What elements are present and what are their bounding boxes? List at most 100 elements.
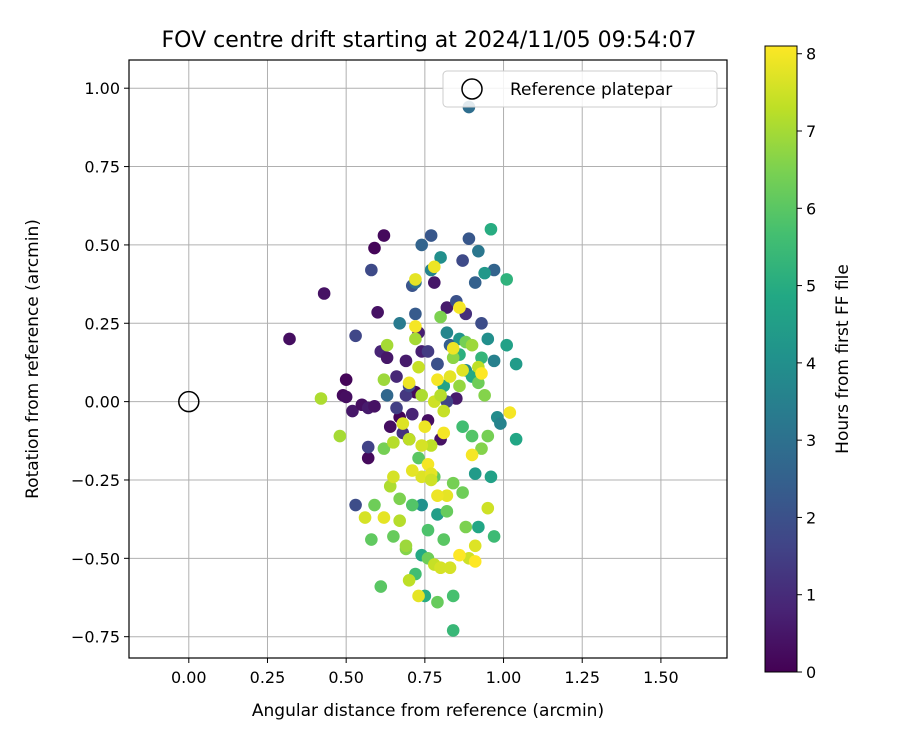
data-point (484, 222, 498, 236)
data-point (377, 442, 391, 455)
data-point (412, 451, 425, 465)
grid-lines (129, 60, 727, 658)
data-point (409, 307, 422, 321)
data-point (361, 440, 375, 454)
data-point (358, 511, 372, 524)
data-point (387, 470, 400, 484)
data-point (339, 373, 353, 386)
data-point (478, 389, 491, 402)
data-point (346, 404, 359, 418)
data-point (390, 370, 403, 383)
data-point (465, 448, 479, 462)
data-point (371, 306, 384, 319)
data-point (283, 332, 296, 346)
data-point (453, 548, 466, 562)
data-point (393, 492, 406, 506)
data-point (333, 429, 347, 443)
x-axis-label: Angular distance from reference (arcmin) (252, 701, 604, 721)
data-point (440, 489, 454, 502)
colorbar-tick-label: 5 (806, 277, 816, 296)
data-point (446, 351, 460, 365)
chart-title: FOV centre drift starting at 2024/11/05 … (162, 28, 697, 53)
plot-frame (128, 59, 728, 659)
data-point (402, 573, 416, 587)
data-point (415, 498, 429, 512)
data-point (500, 273, 513, 286)
data-point (427, 276, 441, 289)
data-point (390, 401, 403, 415)
data-point (424, 229, 438, 242)
data-point (377, 229, 391, 242)
data-point (349, 498, 362, 512)
data-point (446, 342, 460, 355)
colorbar-tick-label: 0 (806, 663, 816, 682)
colorbar-tick-label: 8 (806, 45, 816, 64)
data-point (431, 357, 444, 371)
data-point (421, 345, 435, 358)
legend-label: Reference platepar (510, 80, 672, 100)
colorbar-ticks: 0 1 2 3 4 5 6 7 8 (797, 45, 816, 682)
data-point (509, 357, 523, 371)
y-tick-label: −0.25 (71, 471, 120, 490)
data-point (456, 363, 469, 377)
y-tick-label: −0.75 (71, 628, 120, 647)
data-point (434, 389, 447, 402)
colorbar: 0 1 2 3 4 5 6 7 8 Hours from first FF file (764, 45, 853, 682)
colorbar-tick-label: 3 (806, 431, 816, 450)
data-point (440, 301, 454, 314)
data-point (377, 511, 391, 524)
data-point (456, 254, 469, 267)
data-point (374, 580, 388, 593)
data-point (415, 238, 429, 252)
data-point (475, 442, 488, 455)
data-point (462, 232, 476, 245)
data-point (443, 370, 457, 383)
data-point (437, 426, 451, 440)
y-axis-label: Rotation from reference (arcmin) (23, 219, 43, 499)
data-point (481, 501, 495, 515)
data-point (339, 390, 353, 404)
data-point (405, 407, 419, 421)
reference-marker (178, 390, 200, 413)
data-point (380, 338, 394, 352)
y-tick-label: 0.75 (84, 158, 120, 177)
legend: Reference platepar (442, 70, 718, 108)
data-point (317, 287, 331, 300)
data-point (431, 489, 444, 502)
data-point (484, 470, 498, 484)
data-point (409, 320, 422, 333)
colorbar-tick-label: 7 (806, 122, 816, 141)
y-tick-label: 0.25 (84, 314, 120, 333)
data-point (475, 316, 488, 330)
data-point (396, 417, 410, 430)
data-point (453, 301, 466, 314)
data-point (380, 389, 394, 402)
data-point (431, 595, 444, 609)
y-tick-label: 0.00 (84, 393, 120, 412)
data-point (440, 505, 454, 518)
x-tick-label: 0.25 (250, 668, 286, 687)
data-point (431, 373, 444, 386)
data-point (468, 555, 482, 568)
data-point (434, 561, 447, 575)
data-points (283, 100, 523, 637)
legend-marker-icon (461, 78, 483, 100)
data-point (409, 332, 422, 346)
y-axis-ticks: −0.75 −0.50 −0.25 0.00 0.25 0.50 0.75 1.00 (71, 79, 129, 647)
x-tick-label: 1.50 (643, 668, 679, 687)
x-tick-label: 0.00 (171, 668, 207, 687)
data-point (412, 589, 425, 603)
data-point (421, 523, 435, 537)
data-point (405, 464, 419, 477)
data-point (409, 273, 422, 286)
x-tick-label: 0.50 (328, 668, 364, 687)
data-point (314, 392, 328, 405)
data-point (399, 354, 413, 368)
x-tick-label: 0.75 (407, 668, 443, 687)
data-point (365, 263, 378, 277)
data-point (500, 338, 513, 352)
data-point (472, 520, 485, 534)
data-point (393, 514, 406, 528)
data-point (412, 360, 425, 374)
data-point (456, 420, 469, 433)
